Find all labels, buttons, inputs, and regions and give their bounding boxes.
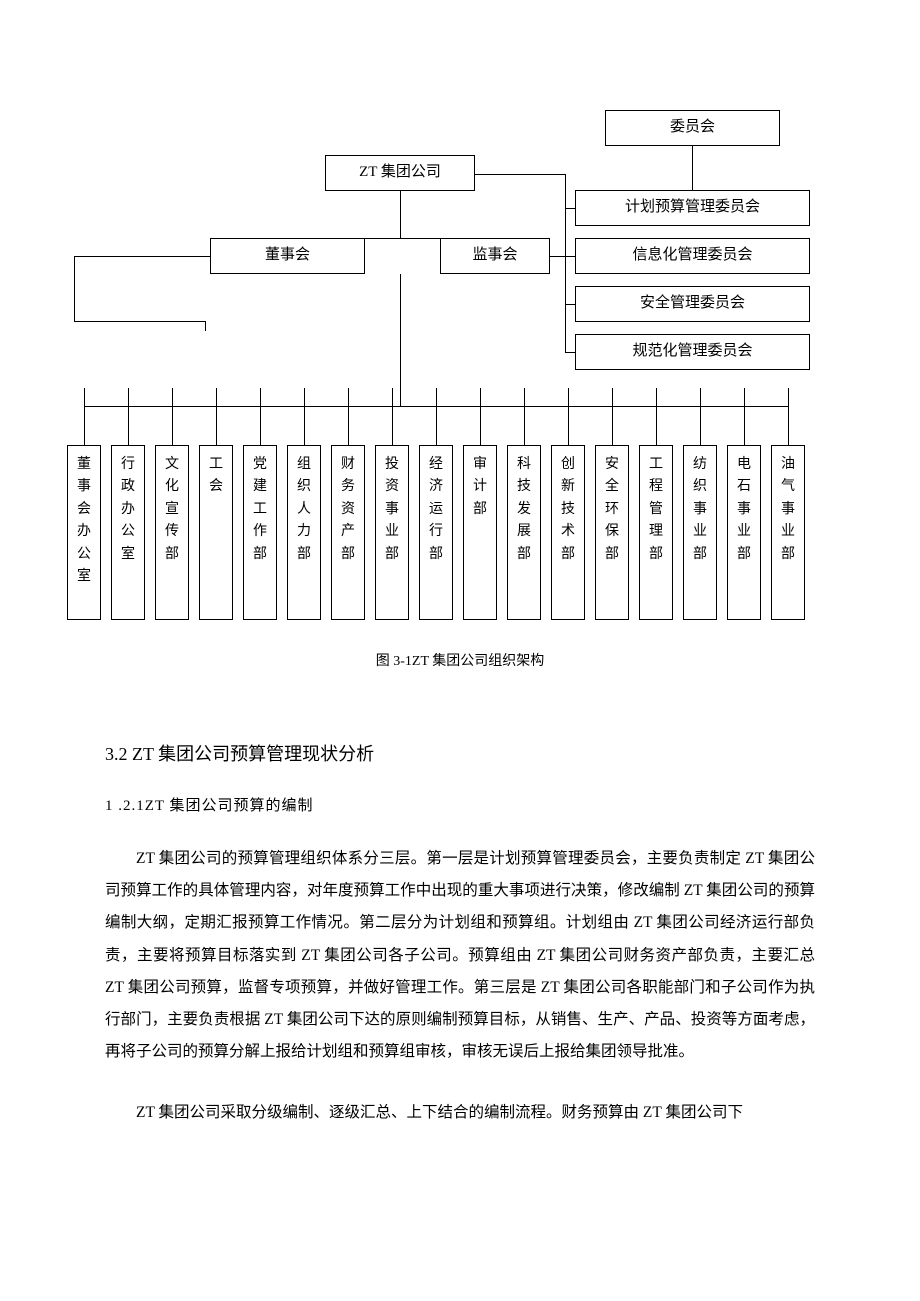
dept-stub [304, 406, 305, 445]
dept-box: 投资事业部 [375, 445, 409, 620]
dept-box: 油气事业部 [771, 445, 805, 620]
dept-stub [524, 406, 525, 445]
connector-line [365, 238, 440, 239]
dept-upstub [524, 388, 525, 406]
dept-box: 电石事业部 [727, 445, 761, 620]
dept-upstub [304, 388, 305, 406]
org-box-ztgroup: ZT 集团公司 [325, 155, 475, 191]
connector-line [692, 146, 693, 190]
dept-upstub [480, 388, 481, 406]
dept-upstub [436, 388, 437, 406]
connector-line [475, 174, 566, 175]
dept-upstub [744, 388, 745, 406]
org-box-safecomm: 安全管理委员会 [575, 286, 810, 322]
dept-stub [128, 406, 129, 445]
org-box-boardchair: 董事会 [210, 238, 365, 274]
dept-stub [568, 406, 569, 445]
subsection-heading: 1 .2.1ZT 集团公司预算的编制 [105, 794, 920, 815]
dept-box: 工程管理部 [639, 445, 673, 620]
dept-box: 科技发展部 [507, 445, 541, 620]
dept-upstub [700, 388, 701, 406]
dept-box: 审计部 [463, 445, 497, 620]
dept-upstub [568, 388, 569, 406]
dept-stub [84, 406, 85, 445]
dept-upstub [348, 388, 349, 406]
dept-upstub [172, 388, 173, 406]
connector-line [565, 304, 575, 305]
dept-upstub [216, 388, 217, 406]
dept-stub [172, 406, 173, 445]
dept-stub [392, 406, 393, 445]
dept-box: 创新技术部 [551, 445, 585, 620]
dept-upstub [128, 388, 129, 406]
dept-box: 董事会办公室 [67, 445, 101, 620]
dept-upstub [656, 388, 657, 406]
org-box-stdcomm: 规范化管理委员会 [575, 334, 810, 370]
dept-box: 行政办公室 [111, 445, 145, 620]
org-box-committee: 委员会 [605, 110, 780, 146]
connector-line [565, 208, 575, 209]
dept-upstub [612, 388, 613, 406]
dept-upstub [84, 388, 85, 406]
figure-caption: 图 3-1ZT 集团公司组织架构 [0, 650, 920, 670]
dept-box: 文化宣传部 [155, 445, 189, 620]
connector-line [565, 174, 566, 352]
connector-line [74, 256, 210, 257]
dept-stub [436, 406, 437, 445]
connector-line [400, 274, 401, 406]
connector-line [550, 256, 575, 257]
dept-stub [612, 406, 613, 445]
dept-box: 财务资产部 [331, 445, 365, 620]
dept-upstub [392, 388, 393, 406]
dept-box: 经济运行部 [419, 445, 453, 620]
dept-box: 组织人力部 [287, 445, 321, 620]
org-box-plancomm: 计划预算管理委员会 [575, 190, 810, 226]
connector-line [74, 321, 205, 322]
dept-stub [788, 406, 789, 445]
org-box-supervise: 监事会 [440, 238, 550, 274]
org-box-infocomm: 信息化管理委员会 [575, 238, 810, 274]
dept-stub [656, 406, 657, 445]
dept-stub [700, 406, 701, 445]
dept-box: 安全环保部 [595, 445, 629, 620]
connector-line [400, 191, 401, 238]
connector-line [205, 321, 206, 331]
dept-upstub [788, 388, 789, 406]
dept-upstub [260, 388, 261, 406]
paragraph-2: ZT 集团公司采取分级编制、逐级汇总、上下结合的编制流程。财务预算由 ZT 集团… [105, 1097, 815, 1129]
dept-box: 纺织事业部 [683, 445, 717, 620]
dept-box: 党建工作部 [243, 445, 277, 620]
org-chart: 委员会 ZT 集团公司计划预算管理委员会董事会 监事会信息化管理委员会安全管理委员会… [60, 110, 860, 640]
dept-box: 工会 [199, 445, 233, 620]
dept-stub [260, 406, 261, 445]
section-heading: 3.2 ZT 集团公司预算管理现状分析 [105, 740, 920, 766]
connector-line [565, 352, 575, 353]
dept-stub [480, 406, 481, 445]
dept-stub [744, 406, 745, 445]
connector-line [74, 256, 75, 321]
dept-stub [216, 406, 217, 445]
dept-stub [348, 406, 349, 445]
paragraph-1: ZT 集团公司的预算管理组织体系分三层。第一层是计划预算管理委员会，主要负责制定… [105, 843, 815, 1069]
